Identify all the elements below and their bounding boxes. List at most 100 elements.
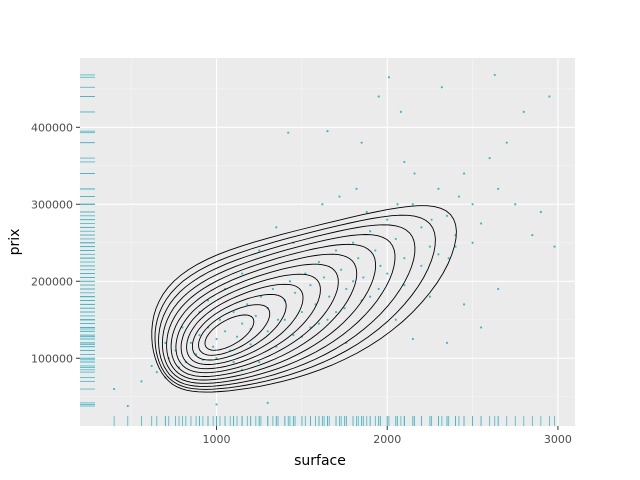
contour-line — [166, 243, 377, 381]
data-point — [223, 330, 227, 333]
data-point — [271, 287, 274, 291]
y-tick-label: 200000 — [31, 275, 73, 288]
data-point — [241, 322, 244, 325]
data-point — [212, 345, 215, 348]
data-point — [440, 86, 443, 89]
data-point — [258, 249, 261, 252]
contour-line — [158, 224, 416, 387]
data-point — [369, 230, 372, 233]
data-point — [276, 318, 280, 321]
marginal-rugs — [80, 74, 555, 426]
contour-line — [161, 234, 396, 384]
data-point — [471, 241, 474, 244]
data-point — [493, 73, 496, 77]
contour-line — [198, 304, 271, 356]
data-point — [164, 341, 167, 344]
data-point — [411, 203, 414, 206]
data-point — [345, 287, 348, 291]
data-point — [343, 307, 346, 310]
data-point — [447, 257, 450, 260]
data-point — [437, 187, 440, 190]
data-point — [362, 276, 365, 279]
data-point — [497, 287, 500, 291]
data-point — [411, 337, 414, 341]
data-point — [365, 210, 368, 214]
data-point — [309, 284, 312, 287]
data-point — [396, 203, 399, 206]
contour-line — [191, 294, 287, 361]
data-point — [113, 387, 116, 391]
data-point — [266, 330, 269, 333]
data-point — [403, 257, 406, 260]
data-point — [150, 364, 153, 368]
contour-line — [154, 214, 436, 390]
data-point — [514, 203, 517, 206]
data-point — [181, 326, 184, 329]
data-point — [283, 318, 286, 321]
x-tick-label: 2000 — [373, 433, 401, 446]
data-point — [140, 380, 143, 383]
data-point — [360, 141, 363, 144]
data-point — [232, 310, 235, 314]
data-point — [249, 343, 252, 346]
data-point — [480, 326, 483, 329]
data-point — [387, 76, 391, 79]
scatter-points — [113, 73, 556, 408]
data-point — [322, 276, 326, 279]
density-contours — [151, 205, 457, 393]
data-point — [428, 295, 432, 298]
data-point — [321, 203, 324, 206]
data-point — [403, 160, 406, 164]
data-point — [462, 172, 466, 175]
contour-line — [180, 273, 321, 370]
data-point — [334, 310, 338, 314]
data-point — [369, 295, 372, 298]
data-point — [246, 303, 249, 306]
data-point — [505, 141, 508, 144]
data-point — [394, 237, 397, 241]
data-point — [155, 371, 158, 374]
x-axis-title: surface — [294, 453, 346, 469]
data-point — [355, 187, 358, 190]
data-point — [340, 268, 343, 271]
data-point — [548, 95, 551, 98]
data-point — [437, 253, 440, 256]
x-tick-label: 1000 — [203, 433, 231, 446]
data-point — [462, 303, 466, 306]
data-point — [420, 226, 423, 229]
data-point — [430, 218, 433, 221]
data-point — [241, 272, 244, 275]
data-point — [126, 404, 129, 408]
data-point — [445, 214, 449, 217]
data-point — [326, 130, 329, 133]
data-point — [377, 287, 380, 291]
contour-line — [175, 263, 339, 374]
data-point — [357, 257, 360, 260]
data-point — [215, 337, 218, 341]
data-point — [374, 249, 377, 252]
y-tick-label: 100000 — [31, 352, 73, 365]
data-point — [266, 401, 269, 405]
data-point — [232, 361, 235, 364]
data-point — [287, 131, 290, 134]
data-point — [445, 341, 449, 344]
data-point — [215, 403, 218, 406]
data-point — [413, 172, 416, 175]
data-point — [379, 264, 382, 267]
data-point — [531, 233, 534, 237]
data-point — [522, 110, 525, 113]
data-point — [300, 310, 303, 314]
data-point — [218, 318, 222, 321]
y-axis-title: prix — [7, 229, 23, 256]
data-point — [254, 314, 257, 318]
data-point — [258, 361, 261, 364]
contour-line — [204, 314, 255, 351]
data-point — [334, 249, 338, 252]
data-point — [189, 341, 193, 344]
data-point — [403, 284, 406, 287]
data-point — [386, 218, 389, 221]
data-point — [328, 295, 331, 298]
data-point — [471, 203, 474, 206]
contour-line — [186, 283, 304, 365]
data-point — [235, 335, 239, 338]
